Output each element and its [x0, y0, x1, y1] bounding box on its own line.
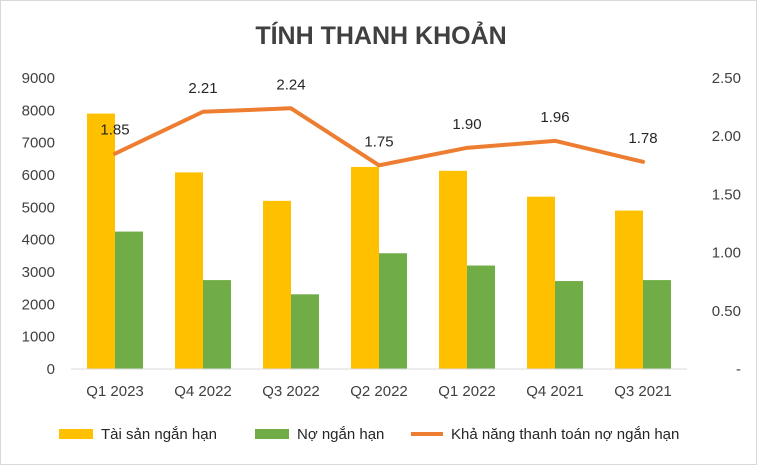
- bar-tai-san-ngan-han: [87, 114, 115, 369]
- left-tick-label: 5000: [22, 199, 55, 216]
- bar-tai-san-ngan-han: [351, 167, 379, 369]
- line-group: 1.85 2.21 2.24 1.75 1.90 1.96 1.78: [100, 76, 657, 165]
- left-tick-label: 4000: [22, 232, 55, 249]
- line-data-label: 2.21: [188, 80, 217, 97]
- category-label: Q2 2022: [350, 383, 408, 400]
- legend-label: Tài sản ngắn hạn: [101, 426, 217, 443]
- bar-no-ngan-han: [115, 232, 143, 369]
- left-tick-label: 9000: [22, 70, 55, 87]
- bar-tai-san-ngan-han: [527, 197, 555, 369]
- right-tick-label: 2.50: [712, 70, 741, 87]
- left-tick-label: 1000: [22, 329, 55, 346]
- legend-label: Nợ ngắn hạn: [297, 426, 384, 443]
- bars-group: [87, 114, 671, 369]
- line-data-label: 1.90: [452, 116, 481, 133]
- bar-no-ngan-han: [555, 281, 583, 369]
- bar-tai-san-ngan-han: [615, 211, 643, 369]
- bar-no-ngan-han: [379, 253, 407, 369]
- right-tick-label: -: [736, 361, 741, 378]
- category-axis-ticks: Q1 2023 Q4 2022 Q3 2022 Q2 2022 Q1 2022 Q4 20…: [86, 383, 672, 400]
- left-tick-label: 0: [47, 361, 55, 378]
- left-tick-label: 2000: [22, 296, 55, 313]
- legend-label: Khả năng thanh toán nợ ngắn hạn: [451, 426, 679, 443]
- left-tick-label: 7000: [22, 135, 55, 152]
- line-data-label: 2.24: [276, 76, 305, 93]
- chart-title: TÍNH THANH KHOẢN: [255, 20, 506, 50]
- right-tick-label: 1.50: [712, 186, 741, 203]
- bar-no-ngan-han: [643, 280, 671, 369]
- category-label: Q1 2022: [438, 383, 496, 400]
- bar-tai-san-ngan-han: [263, 201, 291, 369]
- legend-bar-swatch: [255, 429, 289, 439]
- category-label: Q3 2021: [614, 383, 672, 400]
- line-data-label: 1.75: [364, 133, 393, 150]
- category-label: Q1 2023: [86, 383, 144, 400]
- right-axis-ticks: - 0.50 1.00 1.50 2.00 2.50: [712, 70, 741, 378]
- legend: Tài sản ngắn hạn Nợ ngắn hạn Khả năng than…: [59, 426, 679, 443]
- left-tick-label: 8000: [22, 102, 55, 119]
- right-tick-label: 0.50: [712, 303, 741, 320]
- bar-no-ngan-han: [291, 294, 319, 369]
- line-data-label: 1.96: [540, 109, 569, 126]
- line-data-label: 1.78: [628, 130, 657, 147]
- category-label: Q4 2022: [174, 383, 232, 400]
- bar-tai-san-ngan-han: [439, 171, 467, 369]
- category-label: Q3 2022: [262, 383, 320, 400]
- line-data-label: 1.85: [100, 122, 129, 139]
- left-tick-label: 6000: [22, 167, 55, 184]
- bar-tai-san-ngan-han: [175, 172, 203, 369]
- right-tick-label: 2.00: [712, 128, 741, 145]
- legend-bar-swatch: [59, 429, 93, 439]
- bar-no-ngan-han: [203, 280, 231, 369]
- category-label: Q4 2021: [526, 383, 584, 400]
- right-tick-label: 1.00: [712, 245, 741, 262]
- bar-no-ngan-han: [467, 266, 495, 369]
- left-tick-label: 3000: [22, 264, 55, 281]
- left-axis-ticks: 0 1000 2000 3000 4000 5000 6000 7000 8000 9000: [22, 70, 55, 378]
